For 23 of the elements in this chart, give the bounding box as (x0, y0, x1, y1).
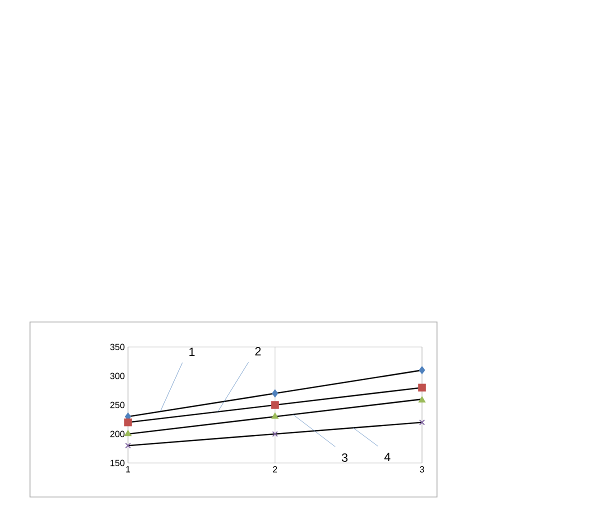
annotation: 3 (342, 453, 348, 462)
point (419, 419, 425, 426)
y-tick-label: 150 (110, 460, 124, 466)
point (271, 401, 279, 409)
y-tick-label: 300 (110, 372, 124, 380)
x-tick-label: 1 (126, 466, 130, 472)
point (272, 390, 278, 398)
y-tick-label: 350 (110, 344, 124, 350)
x-tick-label: 2 (272, 466, 278, 472)
point (418, 384, 426, 392)
point (272, 431, 278, 437)
point (125, 442, 131, 448)
x-tick-label: 3 (420, 466, 424, 473)
point (418, 366, 426, 374)
annotation: 1 (189, 348, 195, 356)
point (272, 412, 278, 419)
annotation: 2 (255, 347, 261, 356)
point (418, 396, 426, 403)
annotation: 4 (384, 452, 390, 462)
y-tick-label: 250 (110, 402, 124, 408)
y-tick-label: 200 (110, 430, 124, 438)
point (124, 430, 132, 436)
point (124, 418, 132, 426)
